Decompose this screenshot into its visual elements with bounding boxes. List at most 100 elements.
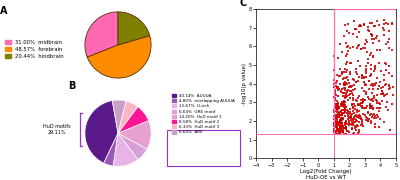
Point [316,127,322,130]
Point [328,86,334,89]
Point [367,21,373,24]
Point [317,120,323,123]
Point [325,107,331,110]
Point [307,112,314,115]
Point [309,135,316,138]
Point [367,72,374,75]
Point [322,81,328,84]
Point [304,143,310,146]
Point [236,92,243,95]
Point [312,140,318,143]
Point [310,113,317,116]
Point [330,104,336,107]
Point [254,80,260,83]
Point [346,86,352,89]
Point [324,144,330,147]
Point [338,114,344,117]
Point [348,91,355,94]
Point [308,138,314,141]
Point [322,141,329,143]
Point [316,140,323,143]
Point [284,115,290,118]
Point [358,101,364,104]
Point [344,112,350,115]
Point [356,31,362,34]
Point [294,115,301,118]
Point [291,101,297,103]
Point [312,131,318,134]
Point [325,135,332,138]
Point [296,133,303,136]
Point [314,67,320,70]
Point [304,134,310,136]
Point [337,120,343,123]
Point [386,46,392,49]
Point [316,138,322,141]
Point [311,139,317,141]
Point [354,104,361,107]
Point [346,85,353,88]
Point [312,143,319,145]
Point [378,93,385,95]
Point [367,113,374,116]
Point [317,111,324,113]
Point [328,123,334,126]
Point [324,105,330,107]
Point [292,95,298,98]
Point [312,142,319,145]
Point [326,125,332,128]
Point [329,133,336,136]
Point [336,75,342,78]
Point [314,127,321,129]
Point [298,142,304,145]
Point [312,137,318,140]
Point [324,141,330,144]
Point [325,127,332,130]
Point [337,126,344,129]
Point [306,87,313,90]
Point [311,140,318,142]
Point [308,72,314,75]
Point [324,81,330,84]
Point [330,131,337,134]
Point [324,142,330,145]
Point [292,132,298,135]
Point [348,103,355,106]
Point [265,87,272,90]
Point [302,124,308,127]
Point [319,130,326,132]
Point [303,130,309,133]
Point [318,147,324,150]
Point [356,103,362,106]
Point [313,136,320,139]
Point [289,99,296,102]
Point [266,124,272,127]
Point [317,131,324,134]
Point [293,110,299,113]
Point [300,102,307,105]
Point [326,106,333,109]
Point [323,110,330,112]
Point [320,75,327,78]
Point [318,135,324,138]
Point [296,110,302,113]
Point [338,101,345,104]
Point [315,137,321,140]
Point [332,115,338,118]
Point [316,98,323,101]
Point [338,135,344,138]
Point [377,81,384,84]
Point [309,123,315,125]
Point [288,125,294,128]
Point [340,101,346,104]
Point [370,100,376,103]
Point [335,134,341,137]
Point [316,138,322,140]
Point [305,121,311,124]
Point [296,121,302,124]
Point [344,75,350,78]
Point [303,139,310,142]
Point [327,114,333,117]
Point [325,133,332,136]
Point [317,122,324,125]
